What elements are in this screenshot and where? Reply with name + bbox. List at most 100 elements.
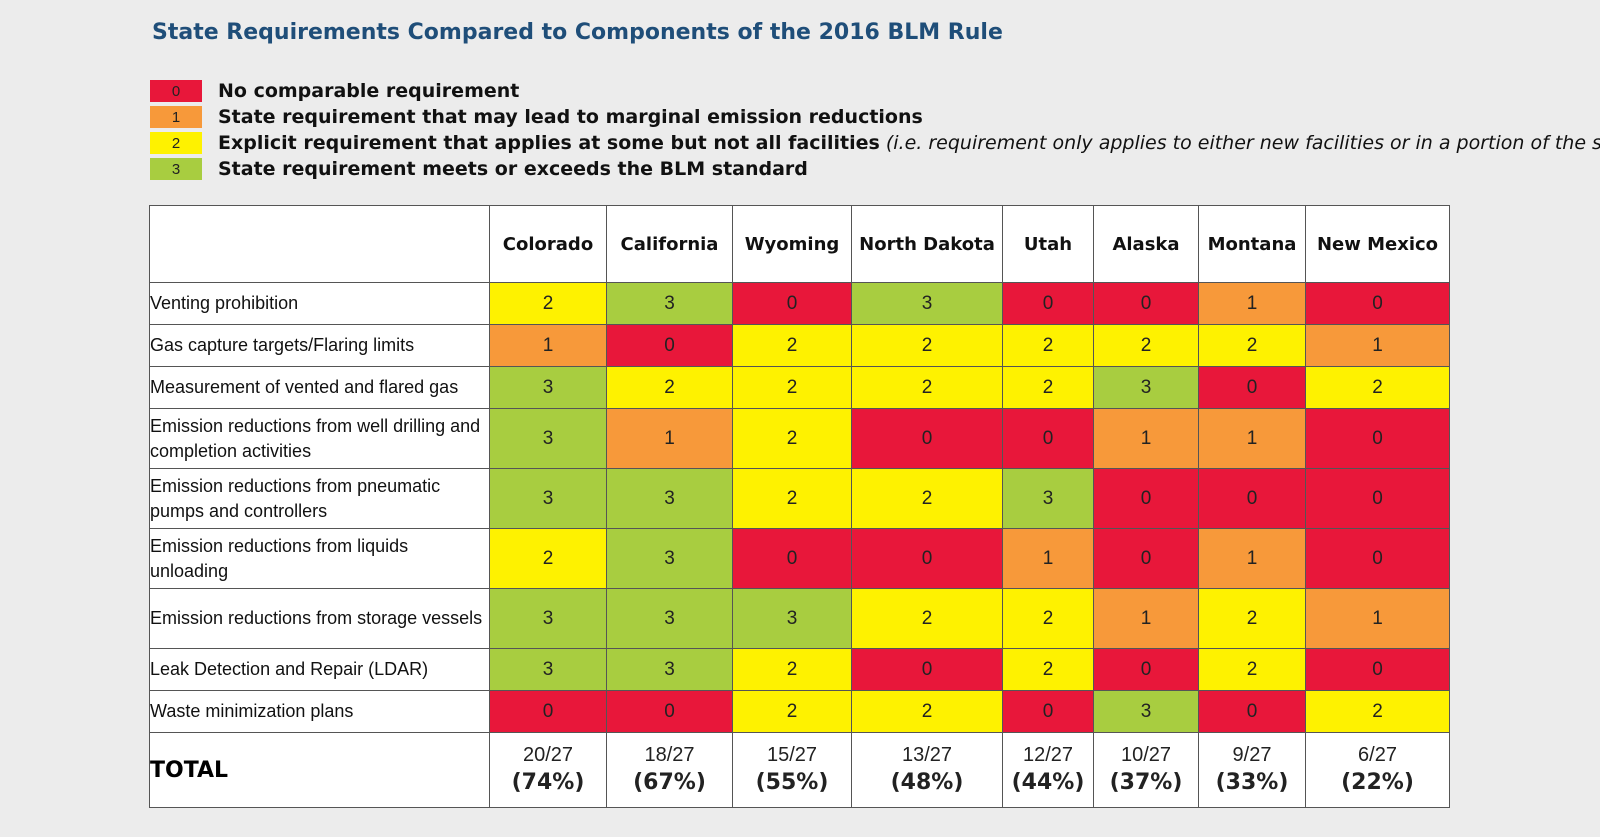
column-header: Colorado [489,205,607,283]
score-cell: 0 [1093,282,1199,325]
total-percent: (22%) [1341,770,1414,795]
score-cell: 0 [1198,690,1306,733]
total-fraction: 6/27 [1358,744,1397,766]
score-cell: 3 [851,282,1003,325]
table-row: Waste minimization plans 0 0 2 2 0 3 0 2 [149,690,1450,733]
table-row: Emission reductions from well drilling a… [149,408,1450,469]
total-percent: (37%) [1109,770,1183,795]
score-cell: 2 [1002,588,1094,649]
legend-item: 1 State requirement that may lead to marg… [150,104,1600,130]
score-cell: 0 [732,528,852,589]
legend-label-text: State requirement meets or exceeds the B… [218,158,808,180]
score-cell: 2 [851,366,1003,409]
column-header: Alaska [1093,205,1199,283]
score-cell: 3 [606,648,733,691]
score-cell: 1 [606,408,733,469]
score-cell: 2 [1002,648,1094,691]
row-label: Emission reductions from liquids unloadi… [149,528,490,589]
score-cell: 2 [1305,690,1450,733]
column-header: North Dakota [851,205,1003,283]
score-cell: 2 [1305,366,1450,409]
total-fraction: 20/27 [522,744,574,766]
comparison-table: Colorado California Wyoming North Dakota Uta… [149,205,1450,808]
score-cell: 0 [851,528,1003,589]
score-cell: 3 [732,588,852,649]
score-cell: 1 [1198,408,1306,469]
score-cell: 2 [732,648,852,691]
row-label: Emission reductions from storage vessels [149,588,490,649]
score-cell: 2 [851,588,1003,649]
column-header: New Mexico [1305,205,1450,283]
legend-label-text: State requirement that may lead to margi… [218,106,923,128]
score-cell: 2 [1002,366,1094,409]
total-cell: 18/27 (67%) [606,732,733,808]
score-cell: 2 [1198,588,1306,649]
score-cell: 2 [732,324,852,367]
score-cell: 1 [1002,528,1094,589]
column-header: California [606,205,733,283]
column-header: Utah [1002,205,1094,283]
score-cell: 0 [1305,648,1450,691]
legend-label-text: Explicit requirement that applies at som… [218,132,880,154]
header-row: Colorado California Wyoming North Dakota Uta… [149,205,1450,283]
score-cell: 0 [1093,468,1199,529]
score-cell: 3 [1002,468,1094,529]
score-cell: 2 [732,408,852,469]
legend-note: (i.e. requirement only applies to either… [879,132,1600,154]
score-cell: 0 [1305,468,1450,529]
score-cell: 2 [1093,324,1199,367]
total-cell: 12/27 (44%) [1002,732,1094,808]
table-row: Leak Detection and Repair (LDAR) 3 3 2 0 2 0 2 0 [149,648,1450,691]
score-cell: 1 [1093,588,1199,649]
score-cell: 1 [1198,282,1306,325]
table-row: Gas capture targets/Flaring limits 1 0 2 2 2 2… [149,324,1450,367]
row-label: Emission reductions from well drilling a… [149,408,490,469]
total-cell: 9/27 (33%) [1198,732,1306,808]
score-cell: 2 [1002,324,1094,367]
score-cell: 0 [1198,468,1306,529]
score-cell: 0 [1093,528,1199,589]
score-cell: 0 [1305,282,1450,325]
score-cell: 2 [851,690,1003,733]
score-cell: 2 [732,468,852,529]
total-fraction: 12/27 [1022,744,1074,766]
header-corner [149,205,490,283]
score-cell: 3 [1093,366,1199,409]
legend-item: 2 Explicit requirement that applies at so… [150,130,1600,156]
total-cell: 6/27 (22%) [1305,732,1450,808]
column-header: Wyoming [732,205,852,283]
row-label: Venting prohibition [149,282,490,325]
score-cell: 1 [1093,408,1199,469]
chart-title: State Requirements Compared to Component… [152,20,1003,45]
score-cell: 3 [1093,690,1199,733]
score-cell: 2 [851,468,1003,529]
score-cell: 1 [1198,528,1306,589]
total-label: TOTAL [149,732,490,808]
score-cell: 1 [489,324,607,367]
row-label: Emission reductions from pneumatic pumps… [149,468,490,529]
total-cell: 15/27 (55%) [732,732,852,808]
total-fraction: 15/27 [766,744,818,766]
legend-swatch: 2 [150,132,202,154]
total-fraction: 18/27 [644,744,695,766]
total-cell: 20/27 (74%) [489,732,607,808]
score-cell: 0 [1002,408,1094,469]
score-cell: 0 [1305,528,1450,589]
legend-swatch: 0 [150,80,202,102]
legend: 0 No comparable requirement 1 State require… [150,78,1600,182]
total-fraction: 10/27 [1120,744,1172,766]
total-percent: (44%) [1011,770,1085,795]
score-cell: 3 [606,528,733,589]
score-cell: 3 [489,468,607,529]
score-cell: 2 [851,324,1003,367]
total-row: TOTAL 20/27 (74%) 18/27 (67%) 15/27 (55%) 13/27… [149,732,1450,808]
legend-label: Explicit requirement that applies at som… [218,132,1600,154]
score-cell: 2 [732,690,852,733]
row-label: Leak Detection and Repair (LDAR) [149,648,490,691]
score-cell: 0 [732,282,852,325]
total-percent: (33%) [1215,770,1289,795]
score-cell: 3 [489,588,607,649]
score-cell: 2 [606,366,733,409]
score-cell: 3 [489,408,607,469]
total-percent: (74%) [511,770,585,795]
